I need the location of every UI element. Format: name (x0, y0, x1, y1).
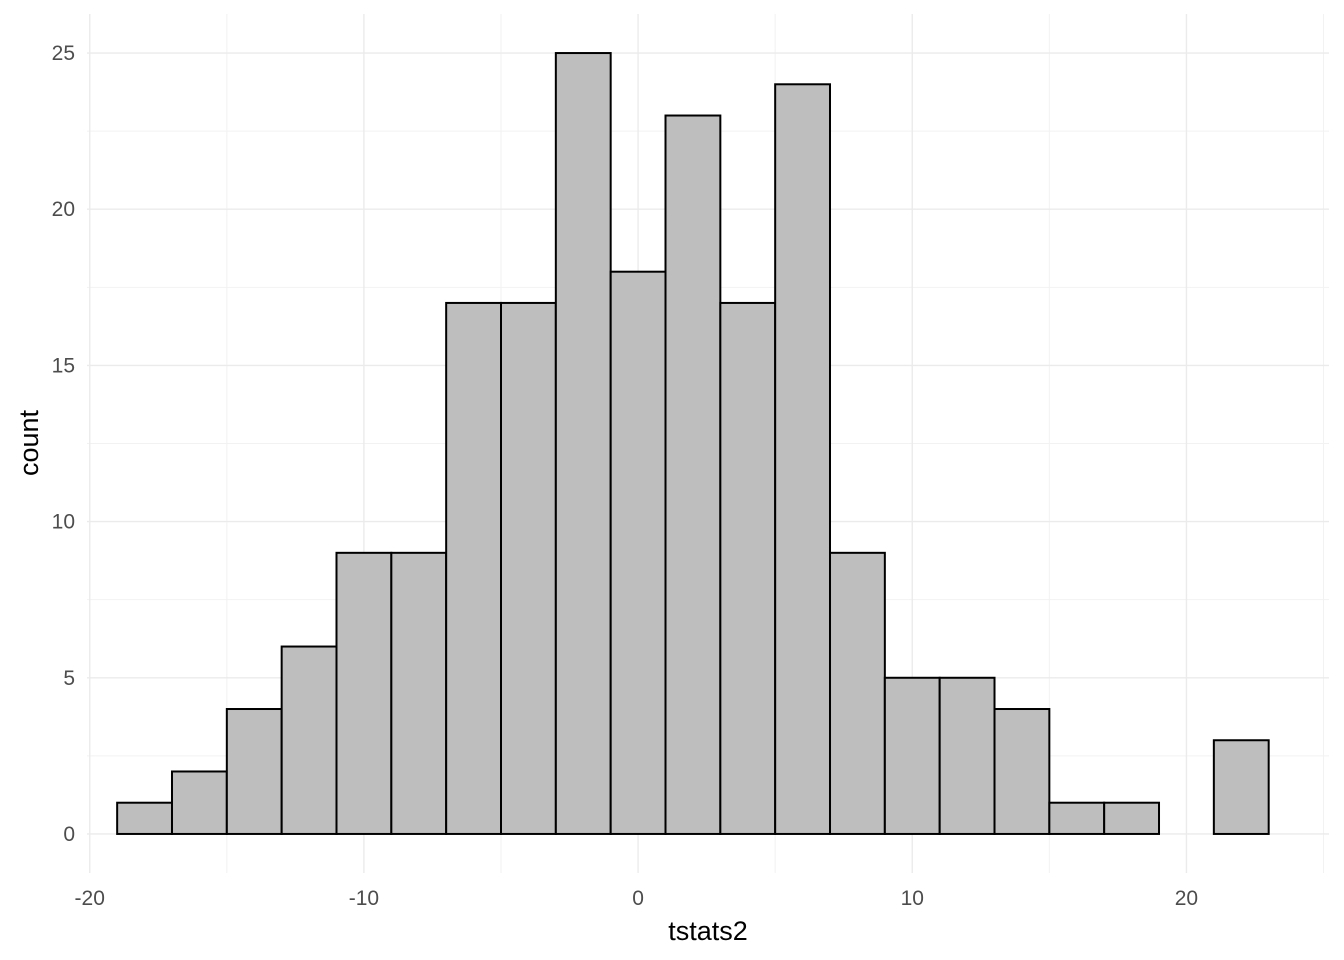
y-axis-title: count (14, 409, 44, 476)
y-tick-label: 5 (63, 667, 75, 690)
histogram-bar (390, 551, 448, 835)
histogram-bar (170, 770, 228, 835)
histogram-bar (500, 301, 557, 835)
histogram-bar (1048, 801, 1106, 835)
histogram-bar (664, 114, 722, 835)
histogram-bar (883, 676, 941, 835)
y-tick-label: 20 (52, 198, 75, 221)
y-tick-label: 0 (63, 823, 75, 846)
histogram-bar (554, 52, 612, 835)
x-tick-label: 20 (1175, 887, 1198, 910)
histogram-bar (829, 551, 886, 835)
x-tick-label: -10 (349, 887, 379, 910)
y-axis-ticks: 0 5 10 15 20 25 (52, 42, 75, 846)
histogram-bar (335, 551, 393, 835)
y-tick-label: 25 (52, 42, 75, 65)
x-axis-title: tstats2 (668, 916, 748, 946)
y-tick-label: 10 (52, 511, 75, 534)
x-tick-label: 0 (632, 887, 644, 910)
histogram-bar (280, 645, 338, 835)
y-tick-label: 15 (52, 354, 75, 377)
x-tick-label: -20 (75, 887, 105, 910)
histogram-bars (116, 52, 1270, 835)
x-axis-ticks: -20 -10 0 10 20 (75, 887, 1199, 910)
histogram-bar (445, 301, 502, 835)
histogram-bar (1103, 801, 1161, 835)
histogram-bar (719, 301, 777, 835)
histogram-bar (116, 801, 173, 835)
histogram-bar (609, 270, 667, 835)
histogram-bar (225, 708, 283, 835)
x-tick-label: 10 (901, 887, 924, 910)
histogram-bar (993, 708, 1051, 835)
histogram-bar (1212, 739, 1270, 835)
histogram-bar (938, 676, 996, 835)
histogram-bar (774, 83, 832, 835)
